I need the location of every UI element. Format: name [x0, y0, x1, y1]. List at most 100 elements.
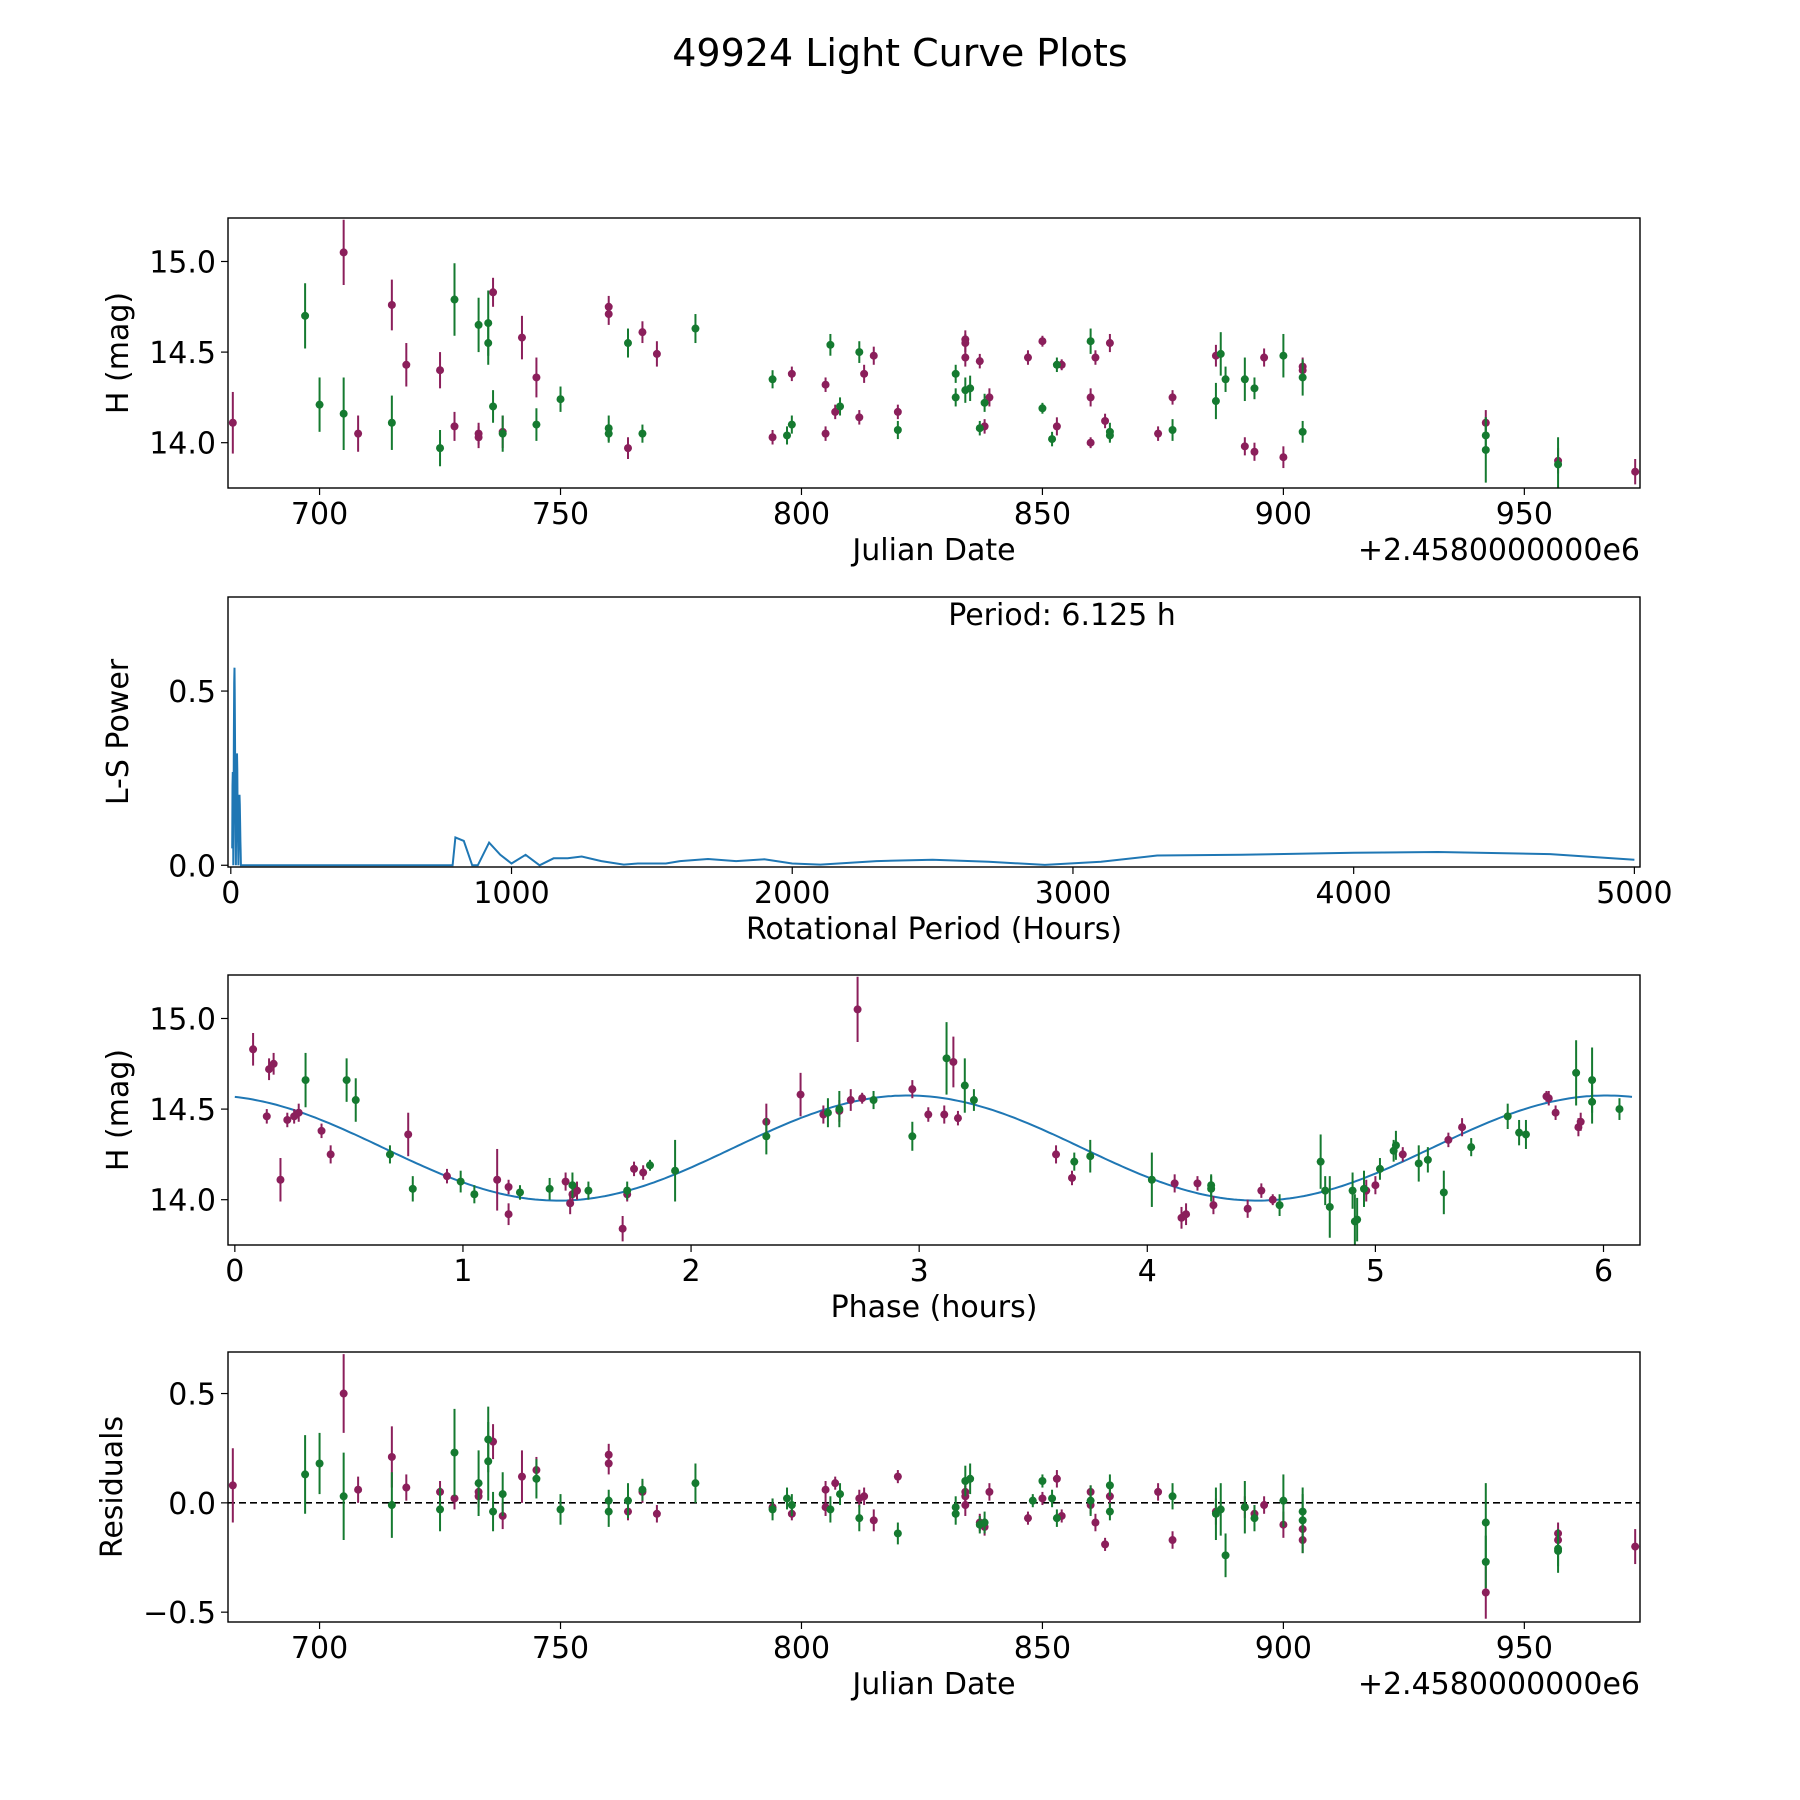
data-point: [568, 1181, 577, 1190]
data-point: [1211, 397, 1220, 406]
data-point: [858, 1094, 867, 1103]
data-point: [301, 311, 310, 320]
data-point: [893, 1529, 902, 1538]
data-point: [1105, 339, 1114, 348]
data-point: [638, 1485, 647, 1494]
data-point: [1038, 404, 1047, 413]
data-point: [1086, 438, 1095, 447]
x-tick-label: 0: [221, 876, 240, 911]
data-point: [387, 418, 396, 427]
data-point: [249, 1045, 258, 1054]
data-point: [623, 1186, 632, 1195]
x-axis-label: Phase (hours): [831, 1290, 1038, 1325]
data-point: [985, 1487, 994, 1496]
data-point: [1193, 1179, 1202, 1188]
data-point: [836, 1490, 845, 1499]
x-tick-label: 750: [532, 1631, 589, 1666]
data-point: [1221, 1551, 1230, 1560]
y-tick-label: 0.0: [168, 1487, 216, 1522]
data-point: [1515, 1128, 1524, 1137]
data-point: [639, 1168, 648, 1177]
data-point: [301, 1076, 310, 1085]
data-point: [604, 1459, 613, 1468]
data-point: [1503, 1112, 1512, 1121]
data-point: [1038, 1494, 1047, 1503]
data-point: [1052, 1474, 1061, 1483]
data-point: [869, 1096, 878, 1105]
data-point: [1423, 1155, 1432, 1164]
data-point: [1105, 431, 1114, 440]
data-point: [908, 1085, 917, 1094]
data-point: [1240, 1503, 1249, 1512]
data-point: [966, 384, 975, 393]
data-point: [1168, 1492, 1177, 1501]
phased-curve-panel: 0 1 2 3 4 5 6 14.0 14.5 15.0 Phase (hours) H (mag): [101, 974, 1641, 1325]
data-point: [556, 395, 565, 404]
y-axis-label: H (mag): [101, 292, 136, 414]
data-point: [339, 1492, 348, 1501]
y-tick-label: 15.0: [149, 1002, 216, 1037]
data-point: [1260, 353, 1269, 362]
data-point: [831, 1479, 840, 1488]
data-point: [354, 1485, 363, 1494]
data-point: [618, 1224, 627, 1233]
data-point: [1250, 384, 1259, 393]
data-point: [489, 402, 498, 411]
data-point: [515, 1188, 524, 1197]
data-point: [1168, 1536, 1177, 1545]
data-point: [450, 1448, 459, 1457]
data-point: [893, 426, 902, 435]
data-point: [1048, 435, 1057, 444]
data-point: [1260, 1501, 1269, 1510]
data-point: [969, 1096, 978, 1105]
x-tick-label: 800: [773, 497, 830, 532]
data-point: [787, 369, 796, 378]
x-tick-label: 850: [1014, 1631, 1071, 1666]
data-point: [1521, 1130, 1530, 1139]
data-point: [1023, 353, 1032, 362]
data-point: [269, 1059, 278, 1068]
data-point: [339, 409, 348, 418]
data-point: [1298, 373, 1307, 382]
data-point: [869, 1516, 878, 1525]
data-point: [1101, 1540, 1110, 1549]
data-point: [408, 1184, 417, 1193]
data-point: [1147, 1175, 1156, 1184]
data-point: [966, 1474, 975, 1483]
data-point: [1243, 1204, 1252, 1213]
data-point: [402, 360, 411, 369]
data-point: [835, 1105, 844, 1114]
data-point: [1086, 1496, 1095, 1505]
x-tick-label: 900: [1255, 497, 1312, 532]
x-tick-label: 1000: [473, 876, 549, 911]
periodogram-plot-area: [231, 667, 1635, 867]
data-point: [1576, 1117, 1585, 1126]
model-fit-curve: [234, 1094, 1633, 1202]
data-point: [442, 1172, 451, 1181]
data-point: [924, 1110, 933, 1119]
data-point: [860, 1492, 869, 1501]
data-point: [1631, 1542, 1640, 1551]
x-tick-label: 3: [910, 1254, 929, 1289]
data-point: [796, 1090, 805, 1099]
data-point: [1023, 1514, 1032, 1523]
data-point: [1216, 1505, 1225, 1514]
data-point: [831, 407, 840, 416]
data-point: [953, 1114, 962, 1123]
data-point: [228, 418, 237, 427]
data-point: [1391, 1141, 1400, 1150]
data-point: [561, 1177, 570, 1186]
axes-frame: [227, 1351, 1641, 1623]
data-point: [960, 1081, 969, 1090]
data-point: [315, 1459, 324, 1468]
data-point: [1101, 416, 1110, 425]
axes-frame: [227, 217, 1641, 489]
x-tick-label: 5000: [1596, 876, 1672, 911]
data-point: [456, 1177, 465, 1186]
data-point: [1154, 429, 1163, 438]
data-point: [1207, 1184, 1216, 1193]
data-point: [228, 1481, 237, 1490]
data-point: [630, 1164, 639, 1173]
data-point: [1439, 1188, 1448, 1197]
data-point: [1279, 453, 1288, 462]
